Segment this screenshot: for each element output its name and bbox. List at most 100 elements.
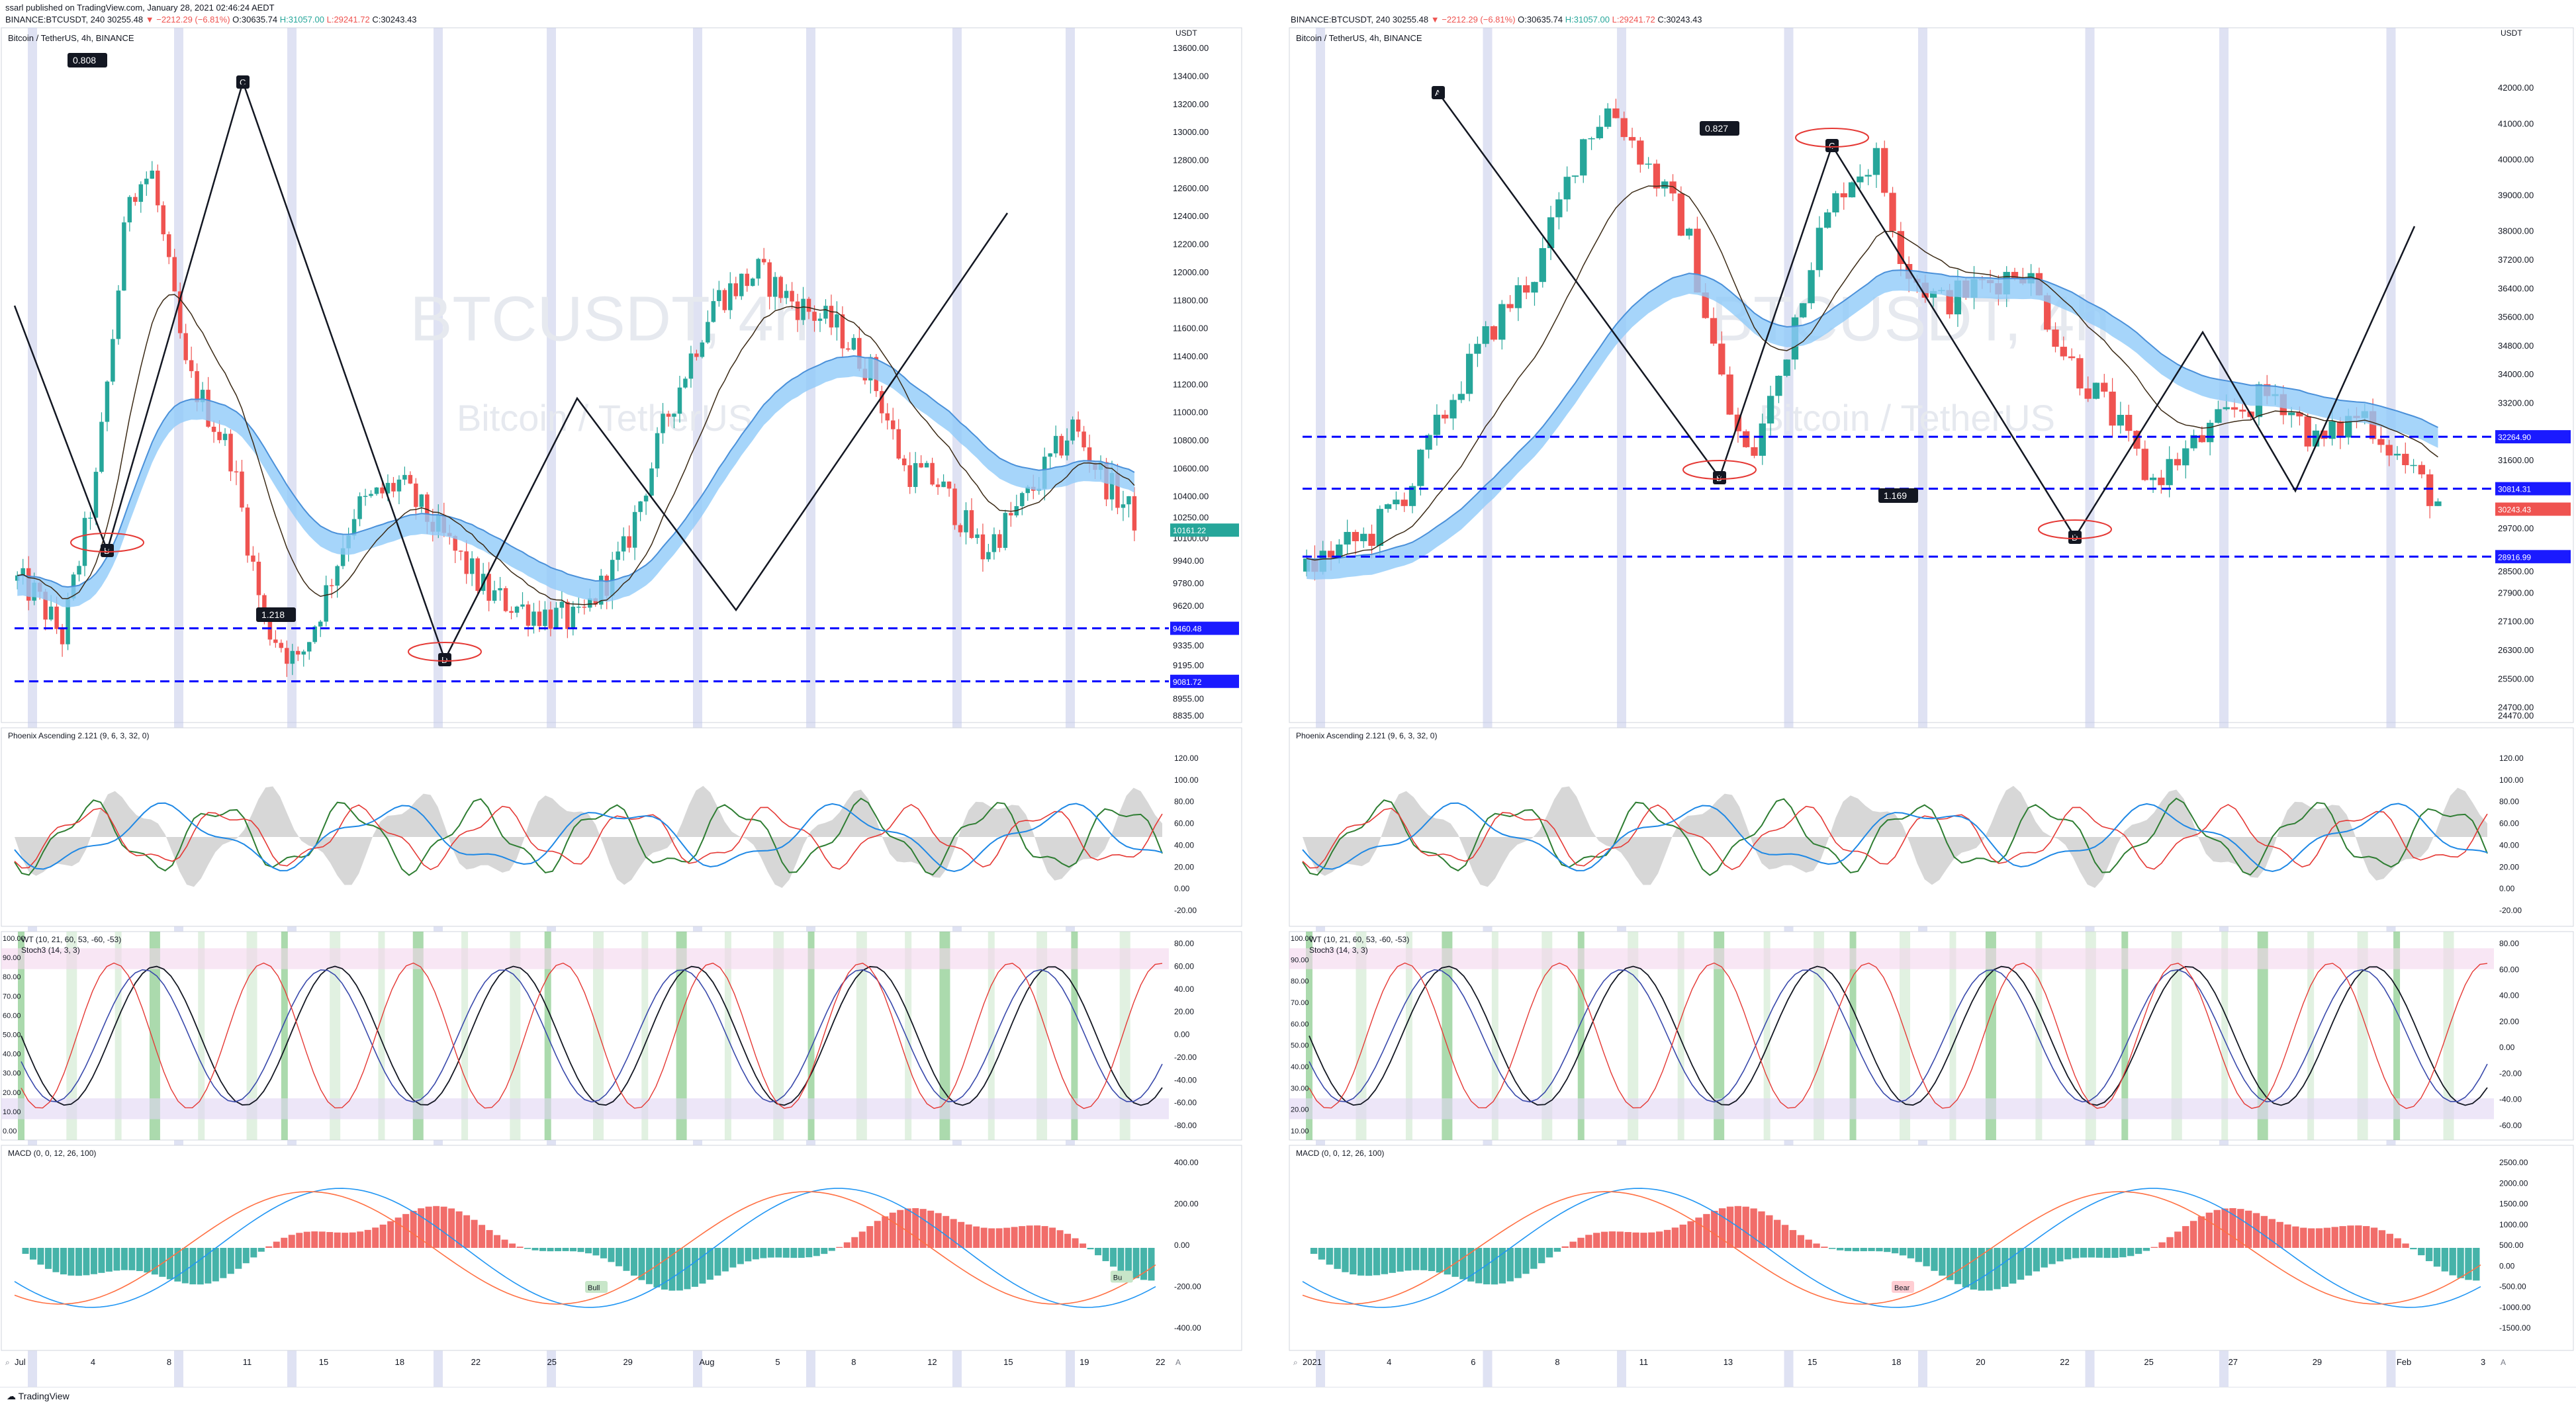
left-candle-body <box>739 273 744 296</box>
left-y-tick: 12600.00 <box>1173 183 1209 193</box>
left-wt-y-tick-left: 50.00 <box>3 1032 21 1039</box>
left-candle-body <box>790 290 794 302</box>
left-macd-histogram-bar <box>29 1248 36 1260</box>
left-macd-histogram-bar <box>174 1248 181 1282</box>
right-wt-y-tick-right: 40.00 <box>2499 991 2519 1000</box>
left-macd-histogram-bar <box>782 1248 790 1258</box>
left-candle-body <box>621 536 626 552</box>
left-macd-histogram-bar <box>68 1248 75 1276</box>
right-candle-body <box>2125 415 2133 431</box>
right-macd-histogram-bar <box>1318 1248 1326 1260</box>
right-wt-y-tick-left: 90.00 <box>1291 956 1309 964</box>
left-auto-scale-icon: A <box>1175 1358 1181 1367</box>
left-wt-y-tick-right: 40.00 <box>1174 985 1194 994</box>
left-candle-body <box>812 312 817 321</box>
right-macd-histogram-bar <box>1522 1248 1530 1274</box>
right-macd-histogram-bar <box>1711 1211 1718 1248</box>
left-macd-histogram-bar <box>843 1242 851 1248</box>
left-candle-body <box>924 462 929 468</box>
right-wt-signal-bar <box>1814 932 1825 1140</box>
tradingview-icon: ☁ <box>7 1391 16 1401</box>
left-phoenix-y-tick: 40.00 <box>1174 840 1194 850</box>
right-macd-histogram-bar <box>1491 1248 1498 1285</box>
left-wt-y-tick-left: 80.00 <box>3 973 21 981</box>
right-x-tick: 2021 <box>1303 1357 1322 1367</box>
right-ema-ribbon <box>1307 270 2438 580</box>
right-candle-body <box>1547 217 1555 249</box>
right-candle-body <box>1384 504 1392 509</box>
left-macd-histogram-bar <box>752 1248 759 1260</box>
right-macd-histogram-bar <box>1892 1248 1899 1254</box>
left-candle-body <box>964 510 968 533</box>
right-wt-blue-line <box>1309 969 2488 1103</box>
right-wt-signal-bar <box>2221 932 2229 1140</box>
right-macd-histogram-bar <box>2127 1248 2135 1256</box>
right-candle-body <box>2223 407 2230 410</box>
right-auto-scale-icon: A <box>2501 1358 2506 1367</box>
left-close: C:30243.43 <box>372 15 417 24</box>
left-candle-body <box>1053 435 1058 454</box>
right-macd-histogram-bar <box>1797 1235 1804 1248</box>
left-macd-histogram-bar <box>440 1206 447 1248</box>
left-candle-body <box>975 534 980 539</box>
right-candle-body <box>1824 212 1831 228</box>
right-macd-histogram-bar <box>2457 1248 2464 1278</box>
left-candle-body <box>885 413 890 421</box>
left-x-tick: 12 <box>927 1357 937 1367</box>
left-candle-body <box>1020 493 1025 506</box>
right-macd-histogram-bar <box>2088 1248 2095 1258</box>
left-candle-body <box>711 301 716 322</box>
right-stoch-title: Stoch3 (14, 3, 3) <box>1309 945 1368 955</box>
left-candle-body <box>251 555 255 562</box>
charts-canvas[interactable]: 13600.0013400.0013200.0013000.0012800.00… <box>0 26 2576 1387</box>
left-candle-body <box>166 234 171 257</box>
right-macd-histogram-bar <box>1726 1206 1734 1248</box>
right-y-tick: 24700.00 <box>2498 703 2534 713</box>
left-macd-histogram-bar <box>159 1248 166 1277</box>
right-candle-body <box>2304 416 2311 447</box>
left-macd-histogram-bar <box>958 1221 965 1248</box>
left-phoenix-y-tick: 100.00 <box>1174 775 1199 785</box>
right-phoenix-y-tick: 20.00 <box>2499 862 2519 871</box>
left-wt-signal-bar <box>676 932 687 1140</box>
right-x-tick: 20 <box>1976 1357 1985 1367</box>
right-macd-line <box>1302 1188 2481 1308</box>
right-macd-histogram-bar <box>1695 1217 1702 1248</box>
left-candle-body <box>1081 431 1086 448</box>
right-candle-body <box>1848 182 1856 198</box>
left-candle-body <box>464 551 469 574</box>
right-macd-histogram-bar <box>1545 1248 1553 1258</box>
left-ratio-label: 1.218 <box>261 609 285 620</box>
left-candle-body <box>694 353 699 357</box>
left-x-tick: 15 <box>1003 1357 1013 1367</box>
right-macd-histogram-bar <box>1718 1208 1726 1248</box>
left-candle-body <box>907 465 912 487</box>
left-candle-body <box>930 462 935 485</box>
left-macd-histogram-bar <box>1087 1248 1094 1250</box>
right-macd-y-tick: 1000.00 <box>2499 1220 2528 1229</box>
left-macd-histogram-bar <box>813 1248 820 1256</box>
left-macd-histogram-bar <box>471 1219 478 1248</box>
left-phoenix-blue-line <box>14 802 1163 873</box>
left-candle-body <box>919 462 923 468</box>
right-candle-body <box>1344 531 1351 545</box>
left-candle-body <box>240 471 244 508</box>
right-macd-histogram-bar <box>2465 1248 2472 1280</box>
right-candle-body <box>2084 388 2092 399</box>
right-macd-histogram-bar <box>1915 1248 1922 1262</box>
right-phoenix-red-line <box>1302 804 2488 871</box>
left-y-tick: 11800.00 <box>1173 295 1208 305</box>
right-macd-y-tick: 1500.00 <box>2499 1200 2528 1209</box>
left-macd-histogram-bar <box>950 1219 957 1248</box>
right-macd-histogram-bar <box>2323 1227 2331 1248</box>
tradingview-logo[interactable]: ☁ TradingView <box>7 1391 69 1402</box>
right-phoenix-y-tick: -20.00 <box>2499 906 2522 915</box>
left-candle-body <box>661 414 665 433</box>
left-macd-histogram-bar <box>904 1208 911 1248</box>
left-wt-y-tick-left: 20.00 <box>3 1089 21 1097</box>
left-macd-histogram-bar <box>1117 1248 1125 1272</box>
right-macd-histogram-bar <box>1703 1213 1710 1248</box>
right-macd-histogram-bar <box>1451 1248 1459 1277</box>
left-macd-histogram-bar <box>897 1209 904 1248</box>
left-macd-histogram-bar <box>1072 1238 1079 1248</box>
